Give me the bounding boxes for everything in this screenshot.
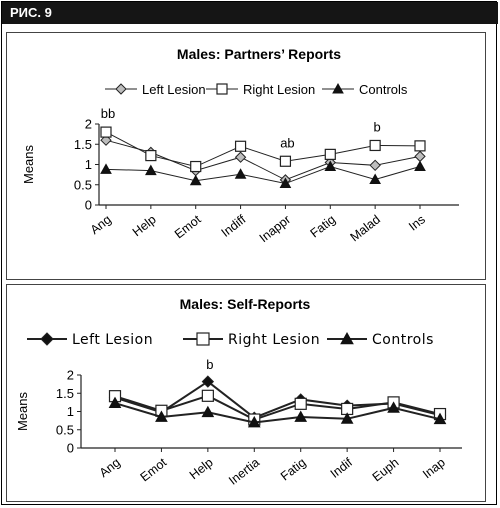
series-line-1 — [105, 131, 421, 168]
x-tick-label: Ang — [97, 455, 123, 480]
annotation-label: ab — [280, 135, 294, 150]
data-point — [100, 163, 112, 174]
x-tick-label: Indif — [328, 455, 356, 481]
chart-1: Males: Partners’ Reports Left Lesion Right… — [21, 46, 459, 245]
legend-label-2: Controls — [359, 82, 408, 97]
legend-marker-1 — [216, 83, 228, 95]
chart-2: Males: Self-Reports Left Lesion Right Lesi… — [15, 296, 462, 488]
x-tick-label: Help — [187, 455, 216, 482]
legend-label-2: Controls — [372, 332, 434, 348]
y-tick-label: 2 — [85, 117, 92, 132]
legend-marker-0 — [40, 332, 54, 346]
y-tick-label: 1.5 — [74, 137, 92, 152]
x-tick-label: Malad — [348, 212, 383, 244]
y-axis-label: Means — [21, 144, 36, 184]
data-point — [201, 405, 215, 418]
y-tick-label: 0.5 — [56, 422, 74, 437]
data-point — [414, 140, 426, 152]
series-line-0 — [105, 139, 421, 181]
legend: Left Lesion Right Lesion Controls — [27, 331, 434, 348]
series-line-1 — [114, 394, 441, 421]
series-2 — [100, 160, 426, 189]
data-point — [234, 168, 247, 179]
legend-marker-2 — [332, 82, 344, 94]
legend: Left Lesion Right Lesion Controls — [105, 82, 408, 97]
legend-marker-0 — [115, 83, 127, 95]
annotation-label: b — [374, 119, 381, 134]
data-point — [369, 159, 381, 172]
annotation-label: b — [206, 357, 213, 372]
x-tick-label: Ang — [88, 212, 114, 237]
series-2 — [108, 396, 447, 428]
data-point — [189, 174, 202, 186]
data-point — [145, 149, 157, 162]
figure-label: РИС. 9 — [10, 5, 52, 20]
y-axis-label: Means — [15, 391, 30, 431]
x-tick-label: Emot — [172, 212, 204, 241]
chart-self-reports: Males: Self-Reports Left Lesion Right Lesi… — [15, 296, 462, 488]
data-point — [234, 140, 247, 152]
data-point — [369, 139, 381, 152]
chart-partners-reports: Males: Partners’ Reports Left Lesion Right… — [21, 46, 459, 245]
x-tick-label: Inappr — [257, 212, 294, 245]
legend-marker-1 — [196, 332, 210, 346]
annotation-label: bb — [101, 106, 115, 121]
data-point — [201, 375, 215, 388]
legend-label-1: Right Lesion — [243, 82, 315, 97]
x-tick-label: Indiff — [219, 212, 249, 240]
x-tick-label: Ins — [406, 212, 428, 233]
data-point — [279, 155, 292, 167]
y-tick-label: 0 — [85, 198, 92, 213]
y-tick-label: 1 — [67, 404, 74, 419]
data-point — [340, 412, 354, 424]
data-point — [324, 160, 337, 172]
x-tick-label: Fatig — [308, 212, 339, 240]
legend-label-1: Right Lesion — [228, 332, 320, 348]
data-point — [100, 126, 112, 138]
data-point — [155, 410, 168, 422]
y-tick-label: 2 — [67, 368, 74, 383]
x-tick-label: Fatig — [278, 455, 309, 483]
data-point — [201, 389, 214, 402]
y-tick-label: 1 — [85, 157, 92, 172]
chart-title: Males: Self-Reports — [180, 296, 311, 312]
data-point — [369, 173, 381, 184]
data-point — [414, 150, 426, 163]
x-tick-label: Inap — [420, 455, 448, 481]
data-point — [294, 397, 307, 410]
data-point — [324, 148, 336, 160]
chart-title: Males: Partners’ Reports — [177, 46, 341, 62]
x-tick-label: Euph — [370, 455, 402, 484]
series-line-2 — [114, 402, 441, 424]
data-point — [387, 401, 400, 413]
chart-panel-self: Males: Self-Reports Left Lesion Right Lesi… — [6, 284, 486, 502]
data-point — [414, 160, 426, 172]
y-tick-label: 0 — [67, 441, 74, 456]
figure-header: РИС. 9 — [2, 2, 498, 24]
y-tick-label: 0.5 — [74, 177, 92, 192]
data-point — [234, 151, 247, 163]
series-1 — [100, 126, 426, 173]
data-point — [247, 415, 261, 428]
data-point — [294, 410, 308, 422]
x-tick-label: Inertia — [226, 455, 262, 487]
series-line-2 — [105, 165, 421, 185]
data-point — [108, 396, 122, 409]
legend-label-0: Left Lesion — [72, 332, 153, 348]
legend-marker-2 — [340, 331, 354, 345]
legend-label-0: Left Lesion — [142, 82, 206, 97]
chart-panel-partners: Males: Partners’ Reports Left Lesion Right… — [6, 32, 486, 280]
x-tick-label: Help — [130, 212, 159, 239]
y-tick-label: 1.5 — [56, 386, 74, 401]
x-tick-label: Emot — [138, 455, 170, 484]
data-point — [433, 412, 447, 425]
data-point — [279, 177, 292, 189]
data-point — [145, 164, 157, 176]
data-point — [190, 160, 202, 173]
